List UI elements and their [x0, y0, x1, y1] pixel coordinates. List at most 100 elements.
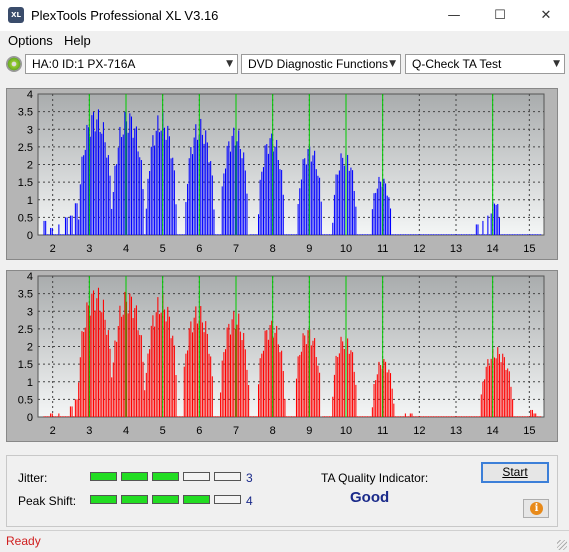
data-bar: [331, 234, 332, 235]
data-bar: [385, 183, 386, 235]
data-bar: [489, 366, 490, 417]
data-bar: [70, 406, 71, 417]
data-bar: [329, 416, 330, 417]
start-button[interactable]: Start: [481, 462, 549, 483]
data-bar: [245, 349, 246, 417]
data-bar: [317, 176, 318, 235]
function-select[interactable]: DVD Diagnostic Functions ▼: [241, 54, 401, 74]
data-bar: [522, 234, 523, 235]
x-tick-label: 12: [413, 425, 425, 437]
resize-grip[interactable]: [557, 540, 567, 550]
y-tick-label: 0.5: [18, 212, 33, 224]
data-bar: [464, 234, 465, 235]
data-bar: [123, 135, 124, 235]
data-bar: [527, 234, 528, 235]
data-bar: [360, 234, 361, 235]
menu-options[interactable]: Options: [8, 33, 53, 48]
data-bar: [487, 359, 488, 417]
drive-select[interactable]: HA:0 ID:1 PX-716A ▼: [25, 54, 238, 74]
data-bar: [95, 131, 96, 235]
data-bar: [50, 228, 51, 235]
x-tick-label: 10: [340, 425, 352, 437]
data-bar: [534, 413, 535, 417]
data-bar: [90, 316, 91, 417]
data-bar: [77, 399, 78, 417]
data-bar: [537, 416, 538, 417]
data-bar: [93, 112, 94, 235]
x-tick-label: 13: [450, 243, 462, 255]
data-bar: [209, 354, 210, 417]
data-bar: [349, 171, 350, 235]
data-bar: [283, 371, 284, 417]
data-bar: [225, 168, 226, 235]
data-bar: [237, 141, 238, 235]
data-bar: [463, 416, 464, 417]
data-bar: [204, 144, 205, 235]
test-select[interactable]: Q-Check TA Test ▼: [405, 54, 565, 74]
data-bar: [68, 234, 69, 235]
x-tick-label: 4: [123, 243, 129, 255]
info-button[interactable]: i: [523, 499, 549, 518]
minimize-button[interactable]: —: [431, 0, 477, 31]
data-bar: [466, 416, 467, 417]
data-bar: [378, 362, 379, 417]
drive-select-value: HA:0 ID:1 PX-716A: [32, 57, 135, 71]
x-tick-label: 9: [306, 425, 312, 437]
data-bar: [473, 416, 474, 417]
data-bar: [215, 234, 216, 235]
data-bar: [179, 234, 180, 235]
data-bar: [410, 413, 411, 417]
y-tick-label: 1: [27, 195, 33, 207]
data-bar: [67, 416, 68, 417]
data-bar: [370, 416, 371, 417]
data-bar: [354, 191, 355, 235]
data-bar: [232, 319, 233, 417]
data-bar: [270, 138, 271, 235]
data-bar: [182, 416, 183, 417]
data-bar: [403, 234, 404, 235]
data-bar: [316, 357, 317, 417]
data-bar: [190, 321, 191, 417]
data-bar: [103, 300, 104, 417]
data-bar: [275, 147, 276, 235]
close-button[interactable]: ✕: [523, 0, 569, 31]
data-bar: [491, 213, 492, 235]
disc-drive-icon: [6, 56, 22, 72]
data-bar: [506, 370, 507, 417]
data-bar: [388, 197, 389, 235]
data-bar: [139, 157, 140, 235]
data-bar: [463, 234, 464, 235]
data-bar: [487, 216, 488, 235]
data-bar: [458, 234, 459, 235]
data-bar: [251, 416, 252, 417]
x-tick-label: 8: [270, 243, 276, 255]
data-bar: [286, 234, 287, 235]
data-bar: [484, 234, 485, 235]
data-bar: [189, 328, 190, 417]
x-tick-label: 6: [196, 243, 202, 255]
x-tick-label: 5: [160, 425, 166, 437]
data-bar: [81, 157, 82, 235]
data-bar: [520, 416, 521, 417]
y-tick-label: 0: [27, 230, 33, 242]
data-bar: [506, 234, 507, 235]
data-bar: [466, 234, 467, 235]
data-bar: [180, 234, 181, 235]
data-bar: [449, 234, 450, 235]
data-bar: [304, 335, 305, 417]
data-bar: [169, 317, 170, 417]
data-bar: [212, 175, 213, 235]
menu-help[interactable]: Help: [64, 33, 91, 48]
data-bar: [397, 416, 398, 417]
data-bar: [415, 234, 416, 235]
data-bar: [433, 416, 434, 417]
data-bar: [407, 416, 408, 417]
data-bar: [281, 170, 282, 235]
data-bar: [80, 357, 81, 417]
data-bar: [451, 234, 452, 235]
maximize-button[interactable]: ☐: [477, 0, 523, 31]
data-bar: [192, 154, 193, 235]
data-bar: [228, 141, 229, 235]
data-bar: [166, 140, 167, 235]
data-bar: [251, 234, 252, 235]
